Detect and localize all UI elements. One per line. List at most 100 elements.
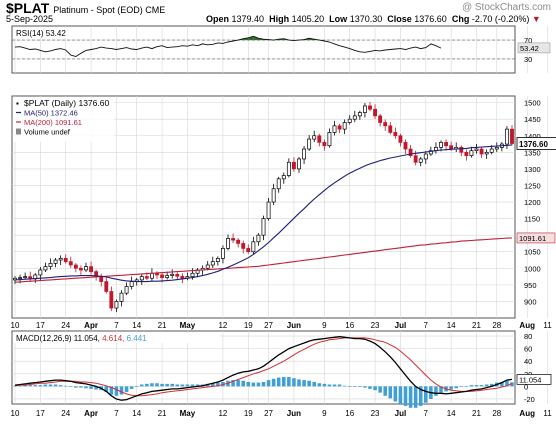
xaxis-upper-xtick-11: Jun: [287, 321, 301, 330]
candle-body-38: [206, 265, 209, 268]
xaxis-lower-xtick-15: Jul: [395, 409, 407, 418]
candle-body-67: [353, 116, 356, 119]
macd-label-hist: 6.441: [127, 334, 148, 343]
close-value: 1376.60: [414, 14, 447, 24]
xaxis-upper-xtick-8: 12: [218, 321, 227, 330]
price-ytick-11: 1450: [524, 115, 541, 124]
macd-hist-bar-57: [302, 380, 306, 386]
candle-body-35: [191, 273, 194, 276]
candle-body-55: [292, 162, 295, 169]
candle-body-20: [115, 301, 118, 308]
candle-body-81: [424, 154, 427, 159]
candle-body-69: [363, 106, 366, 113]
candle-body-39: [211, 262, 214, 265]
candle-body-90: [470, 151, 473, 156]
candle-body-64: [338, 126, 341, 129]
macd-hist-bar-25: [140, 384, 144, 386]
candle-body-92: [480, 149, 483, 154]
macd-hist-bar-71: [373, 386, 377, 390]
xaxis-lower-xtick-6: 21: [158, 409, 167, 418]
xaxis-upper-xtick-13: 16: [345, 321, 354, 330]
xaxis-upper-xtick-18: 21: [472, 321, 481, 330]
candle-body-59: [313, 136, 316, 139]
macd-hist-bar-50: [267, 380, 271, 386]
macd-hist-bar-32: [176, 384, 180, 386]
candle-body-44: [237, 240, 240, 243]
macd-hist-bar-83: [434, 386, 438, 395]
macd-hist-bar-46: [247, 382, 251, 386]
macd-hist-bar-58: [307, 381, 311, 387]
macd-label: MACD(12,26,9) 11.054, 4.614, 6.441: [16, 334, 147, 343]
macd-hist-bar-30: [165, 384, 169, 387]
macd-ytick-3: 40: [524, 357, 532, 366]
macd-hist-bar-56: [297, 379, 301, 386]
xaxis-upper-xtick-0: 10: [11, 321, 20, 330]
candle-body-94: [490, 149, 493, 152]
macd-hist-bar-20: [115, 386, 119, 395]
macd-hist-bar-35: [191, 384, 195, 386]
macd-hist-bar-13: [79, 386, 83, 387]
macd-hist-bar-52: [277, 378, 281, 387]
price-ytick-8: 1300: [524, 165, 541, 174]
candle-body-17: [100, 277, 103, 282]
candle-body-72: [379, 116, 382, 123]
macd-hist-bar-61: [323, 384, 327, 387]
xaxis-lower-xtick-17: 14: [447, 409, 456, 418]
candle-body-93: [485, 152, 488, 154]
macd-label-macd: 11.054,: [74, 334, 102, 343]
close-label: Close: [387, 14, 412, 24]
macd-hist-bar-70: [368, 386, 372, 389]
candle-body-9: [59, 258, 62, 260]
candle-body-68: [358, 113, 361, 116]
candle-body-63: [333, 126, 336, 133]
legend-entry-3: Volume undef: [24, 128, 71, 137]
xaxis-upper-xtick-14: 23: [371, 321, 380, 330]
macd-hist-bar-86: [449, 386, 453, 389]
macd-hist-bar-64: [338, 384, 342, 386]
macd-hist-bar-5: [39, 385, 43, 386]
macd-hist-bar-62: [328, 384, 332, 386]
candle-body-19: [110, 291, 113, 308]
price-ytick-5: 1150: [524, 215, 540, 224]
xaxis-upper-xtick-17: 14: [447, 321, 456, 330]
xaxis-upper-xtick-5: 14: [132, 321, 141, 330]
price-ytick-0: 900: [524, 297, 537, 306]
candle-body-57: [302, 149, 305, 159]
candle-body-22: [125, 287, 128, 294]
macd-hist-bar-49: [262, 382, 266, 386]
low-value: 1370.30: [350, 14, 383, 24]
xaxis-lower-xtick-5: 14: [132, 409, 141, 418]
macd-label-signal: 4.614,: [102, 334, 126, 343]
instrument-name: Platinum - Spot (EOD) CME: [53, 5, 165, 15]
high-label: High: [269, 14, 289, 24]
macd-hist-bar-45: [241, 381, 245, 387]
xaxis-lower-xtick-1: 17: [36, 409, 45, 418]
candle-body-95: [495, 147, 498, 149]
macd-ytick-5: 80: [524, 332, 532, 341]
macd-hist-bar-33: [181, 384, 185, 386]
xaxis-upper-xtick-12: 9: [322, 321, 327, 330]
macd-hist-bar-89: [465, 386, 469, 387]
candle-body-61: [323, 142, 326, 145]
candle-body-25: [140, 277, 143, 280]
macd-hist-bar-27: [150, 383, 154, 386]
rsi-panel: [12, 26, 515, 73]
legend-marker-3: [16, 129, 21, 135]
candle-body-79: [414, 156, 417, 163]
candle-body-65: [343, 123, 346, 130]
candle-body-40: [216, 258, 219, 261]
macd-hist-bar-14: [84, 386, 88, 388]
macd-hist-bar-77: [404, 386, 408, 406]
macd-hist-bar-75: [394, 386, 398, 401]
candle-body-21: [120, 293, 123, 301]
macd-hist-bar-54: [287, 377, 291, 386]
candle-body-2: [24, 277, 27, 278]
macd-hist-bar-6: [44, 384, 48, 386]
candle-body-77: [404, 142, 407, 149]
macd-hist-bar-12: [74, 386, 78, 387]
candle-body-73: [384, 123, 387, 126]
macd-hist-bar-22: [125, 386, 129, 392]
candle-body-97: [505, 129, 508, 144]
xaxis-lower-xtick-14: 23: [371, 409, 380, 418]
